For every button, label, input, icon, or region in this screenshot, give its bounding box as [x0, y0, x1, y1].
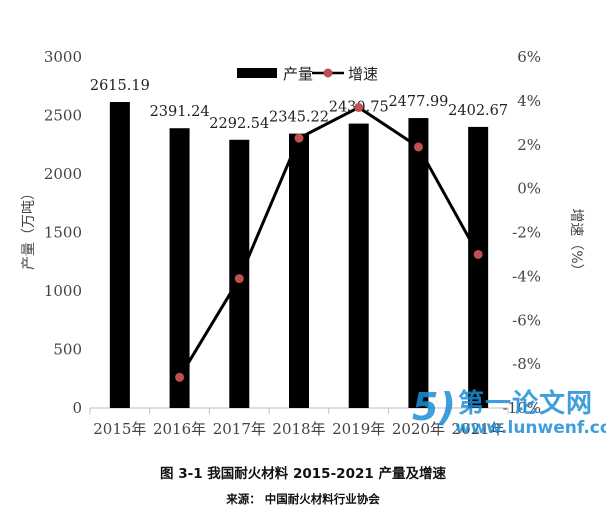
bar: [348, 123, 369, 409]
x-axis-ticks: 2015年 2016年 2017年 2018年 2019年 2020年 2021年: [89, 408, 509, 438]
left-axis-ticks: 0 500 1000 1500 2000 2500 3000: [44, 48, 82, 417]
growth-point: [413, 142, 423, 152]
bar: [109, 102, 130, 408]
bar-data-label: 2391.24: [150, 104, 210, 120]
bar-data-label: 2402.67: [448, 103, 508, 119]
bar: [229, 139, 250, 408]
y-left-tick-label: 500: [53, 341, 82, 359]
y-right-tick-label: 4%: [517, 92, 541, 110]
bar-data-label: 2615.19: [90, 78, 150, 94]
legend-label-line: 增速: [348, 65, 378, 83]
bar: [468, 126, 489, 409]
line-series: [175, 102, 483, 382]
y-left-tick-label: 1000: [44, 282, 82, 300]
y-left-tick-label: 1500: [44, 224, 82, 242]
y-right-tick-label: 6%: [517, 48, 541, 66]
bar: [169, 128, 190, 408]
x-tick-label: 2019年: [332, 420, 385, 438]
bar-data-label: 2345.22: [269, 110, 329, 126]
x-tick-label: 2017年: [213, 420, 266, 438]
x-tick-label: 2015年: [93, 420, 146, 438]
growth-point: [473, 249, 483, 259]
growth-point: [234, 274, 244, 284]
y-right-tick-label: -8%: [512, 355, 541, 373]
y-left-tick-label: 0: [72, 399, 82, 417]
legend-swatch-marker: [323, 68, 333, 78]
y-left-tick-label: 2500: [44, 107, 82, 125]
y-right-axis-title: 增速（%）: [568, 208, 584, 277]
figure-source: 来源： 中国耐火材料行业协会: [226, 492, 380, 506]
legend-swatch-bar: [237, 68, 277, 78]
chart: 0 500 1000 1500 2000 2500 3000 -10% -8% -6% -4% -2…: [21, 48, 584, 438]
y-right-tick-label: 0%: [517, 180, 541, 198]
bar-series: [109, 102, 489, 409]
figure-caption: 图 3-1 我国耐火材料 2015-2021 产量及增速: [160, 466, 446, 482]
bar: [289, 133, 309, 408]
bar-data-labels: 2615.192391.242292.542345.222430.752477.…: [90, 78, 508, 132]
bar-data-label: 2477.99: [388, 94, 448, 110]
watermark-logo: 5): [412, 385, 456, 429]
legend: 产量 增速: [237, 65, 378, 83]
right-axis-ticks: -10% -8% -6% -4% -2% 0% 2% 4% 6%: [503, 48, 541, 417]
growth-point: [354, 102, 364, 112]
x-tick-label: 2016年: [153, 420, 206, 438]
x-tick-label: 2018年: [272, 420, 325, 438]
growth-point: [294, 133, 304, 143]
y-right-tick-label: -4%: [512, 267, 541, 285]
bar: [408, 118, 429, 409]
growth-point: [175, 372, 185, 382]
bar-data-label: 2292.54: [209, 116, 269, 132]
y-left-tick-label: 2000: [44, 165, 82, 183]
y-right-tick-label: -2%: [512, 224, 541, 242]
legend-label-bar: 产量: [283, 65, 313, 83]
y-right-tick-label: -10%: [503, 399, 541, 417]
watermark-text-cn: 第一论文网: [458, 389, 594, 419]
growth-line: [178, 105, 480, 379]
watermark-text-url: www.lunwenf.com: [455, 418, 606, 438]
y-left-tick-label: 3000: [44, 48, 82, 66]
y-left-axis-title: 产量（万吨）: [21, 186, 37, 270]
x-tick-label: 2020年: [392, 420, 445, 438]
y-right-tick-label: 2%: [517, 136, 541, 154]
y-right-tick-label: -6%: [512, 311, 541, 329]
x-tick-label: 2021年: [452, 420, 505, 438]
